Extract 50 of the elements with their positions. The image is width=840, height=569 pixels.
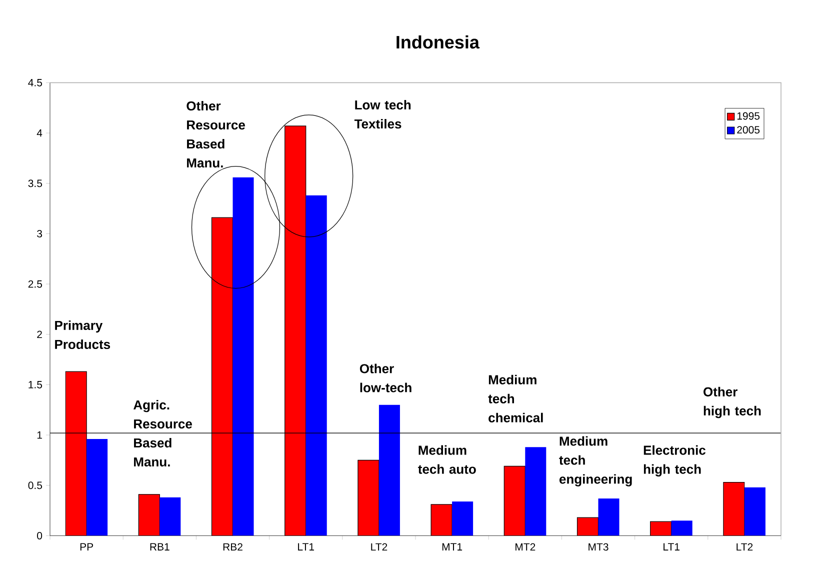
- y-tick-label: 0.5: [28, 482, 42, 490]
- bar: [504, 466, 526, 536]
- x-tick-label: LT1: [298, 543, 314, 550]
- y-tick-label: 2: [37, 330, 42, 338]
- bar: [306, 195, 327, 536]
- bar: [598, 498, 620, 536]
- y-tick-label: 2.5: [28, 280, 42, 288]
- bar: [650, 521, 672, 536]
- bar: [452, 501, 474, 536]
- bar: [671, 520, 692, 536]
- annotation: Low tech Textiles: [354, 100, 411, 129]
- annotation: Primary Products: [55, 320, 110, 350]
- bar: [525, 447, 546, 536]
- x-tick-label: MT1: [442, 543, 462, 550]
- x-tick-label: MT2: [516, 543, 536, 551]
- x-tick-label: LT1: [664, 543, 680, 550]
- annotation: Medium tech chemical: [488, 374, 543, 422]
- annotation: Medium tech auto: [418, 445, 476, 474]
- bar: [576, 517, 599, 536]
- bar: [430, 504, 452, 536]
- y-tick-label: 3: [37, 230, 42, 238]
- x-tick-label: MT3: [588, 543, 608, 551]
- bar: [86, 439, 108, 536]
- chart-title: Indonesia: [396, 35, 480, 49]
- annotation: Electronic high tech: [644, 445, 706, 476]
- bar: [723, 482, 745, 536]
- x-tick-label: RB2: [223, 543, 242, 551]
- y-tick-label: 3.5: [28, 180, 42, 188]
- legend-label: 2005: [737, 126, 760, 134]
- bar: [358, 460, 380, 536]
- y-tick-label: 4: [36, 129, 42, 137]
- annotation: Agric. Resource Based Manu.: [134, 400, 192, 467]
- annotation: Medium tech engineering: [559, 436, 632, 486]
- bar: [744, 487, 766, 536]
- y-tick-label: 4.5: [28, 79, 42, 86]
- legend-label: 1995: [737, 112, 760, 120]
- x-tick-label: LT2: [736, 543, 753, 551]
- x-tick-label: PP: [80, 543, 94, 550]
- annotation: Other high tech: [704, 386, 761, 418]
- bar: [378, 404, 400, 536]
- bar: [232, 177, 254, 536]
- annotation: Other low-tech: [360, 364, 412, 392]
- bar: [160, 497, 181, 536]
- x-tick-label: RB1: [150, 543, 170, 550]
- annotation: Other Resource Based Manu.: [186, 101, 245, 168]
- x-tick-label: LT2: [371, 543, 388, 551]
- bar: [138, 494, 160, 536]
- y-tick-label: 0: [37, 532, 42, 540]
- y-tick-label: 1.5: [28, 381, 42, 388]
- y-tick-label: 1: [37, 431, 42, 439]
